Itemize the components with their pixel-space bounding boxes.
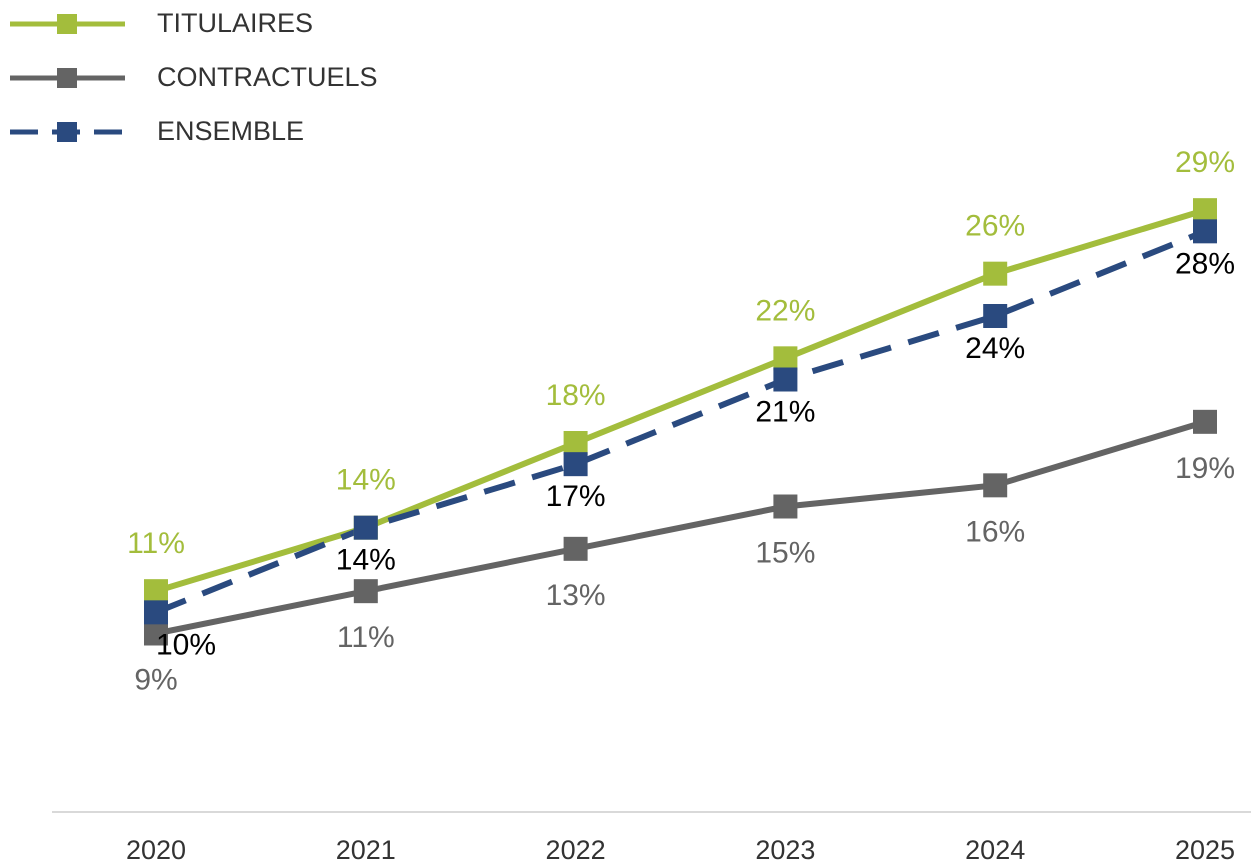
- point-marker: [144, 621, 168, 646]
- data-label: 16%: [965, 515, 1025, 548]
- x-tick-label: 2021: [336, 835, 396, 865]
- series-line: [155, 418, 1206, 637]
- legend-label: CONTRACTUELS: [157, 62, 378, 92]
- series-line: [154, 228, 1207, 616]
- data-label: 18%: [546, 379, 606, 412]
- data-label: 26%: [965, 210, 1025, 243]
- data-label: 13%: [546, 579, 606, 612]
- point-marker: [773, 494, 798, 519]
- data-label: 22%: [755, 294, 815, 327]
- series-line: [155, 207, 1206, 595]
- point-marker: [144, 579, 168, 604]
- data-label: 19%: [1175, 452, 1235, 485]
- data-label: 21%: [755, 395, 815, 428]
- data-label: 29%: [1175, 146, 1235, 179]
- point-marker: [1193, 409, 1217, 434]
- x-tick-label: 2022: [546, 835, 606, 865]
- point-marker: [773, 346, 798, 371]
- legend-marker: [57, 122, 77, 142]
- point-marker: [1193, 219, 1217, 244]
- point-marker: [563, 536, 588, 561]
- x-tick-label: 2025: [1175, 835, 1235, 865]
- point-marker: [983, 304, 1008, 328]
- point-marker: [353, 515, 378, 540]
- point-marker: [144, 600, 168, 625]
- point-marker: [1193, 198, 1217, 223]
- legend-label: ENSEMBLE: [157, 116, 304, 146]
- legend-marker: [57, 68, 77, 88]
- x-tick-label: 2023: [755, 835, 815, 865]
- point-marker: [983, 473, 1008, 498]
- point-marker: [353, 579, 378, 604]
- data-label: 15%: [755, 536, 815, 569]
- legend-marker: [57, 14, 77, 34]
- data-label: 28%: [1175, 247, 1235, 280]
- x-tick-label: 2024: [965, 835, 1025, 865]
- data-label: 9%: [134, 663, 177, 696]
- point-marker: [563, 431, 588, 455]
- point-marker: [983, 261, 1008, 286]
- data-label: 24%: [965, 332, 1025, 365]
- data-label: 11%: [127, 527, 185, 560]
- data-label: 11%: [337, 621, 395, 654]
- data-label: 14%: [336, 464, 396, 497]
- data-label: 10%: [156, 628, 216, 661]
- point-marker: [563, 452, 588, 477]
- point-marker: [773, 367, 798, 392]
- x-tick-label: 2020: [126, 835, 186, 865]
- legend-label: TITULAIRES: [157, 8, 313, 38]
- data-label: 17%: [546, 480, 606, 513]
- data-label: 14%: [336, 544, 396, 577]
